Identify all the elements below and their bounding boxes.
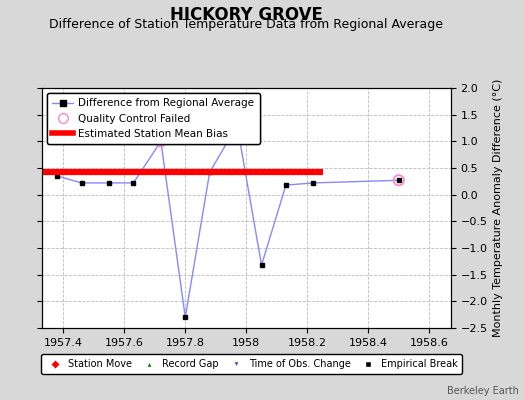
Difference from Regional Average [158,139,164,144]
Difference from Regional Average [54,174,60,178]
Point [233,122,242,128]
Difference from Regional Average [79,180,85,185]
Text: Difference of Station Temperature Data from Regional Average: Difference of Station Temperature Data f… [49,18,443,31]
Text: HICKORY GROVE: HICKORY GROVE [170,6,323,24]
Difference from Regional Average [206,170,213,175]
Text: Berkeley Earth: Berkeley Earth [447,386,519,396]
Difference from Regional Average [234,123,241,128]
Line: Difference from Regional Average: Difference from Regional Average [54,123,401,320]
Difference from Regional Average [182,315,189,320]
Point [157,138,165,144]
Difference from Regional Average [396,178,402,183]
Legend: Difference from Regional Average, Quality Control Failed, Estimated Station Mean: Difference from Regional Average, Qualit… [47,93,259,144]
Difference from Regional Average [106,180,112,185]
Difference from Regional Average [258,263,265,268]
Difference from Regional Average [283,183,289,188]
Difference from Regional Average [130,180,137,185]
Legend: Station Move, Record Gap, Time of Obs. Change, Empirical Break: Station Move, Record Gap, Time of Obs. C… [41,354,462,374]
Y-axis label: Monthly Temperature Anomaly Difference (°C): Monthly Temperature Anomaly Difference (… [493,79,503,337]
Difference from Regional Average [310,180,316,185]
Point [395,177,403,184]
